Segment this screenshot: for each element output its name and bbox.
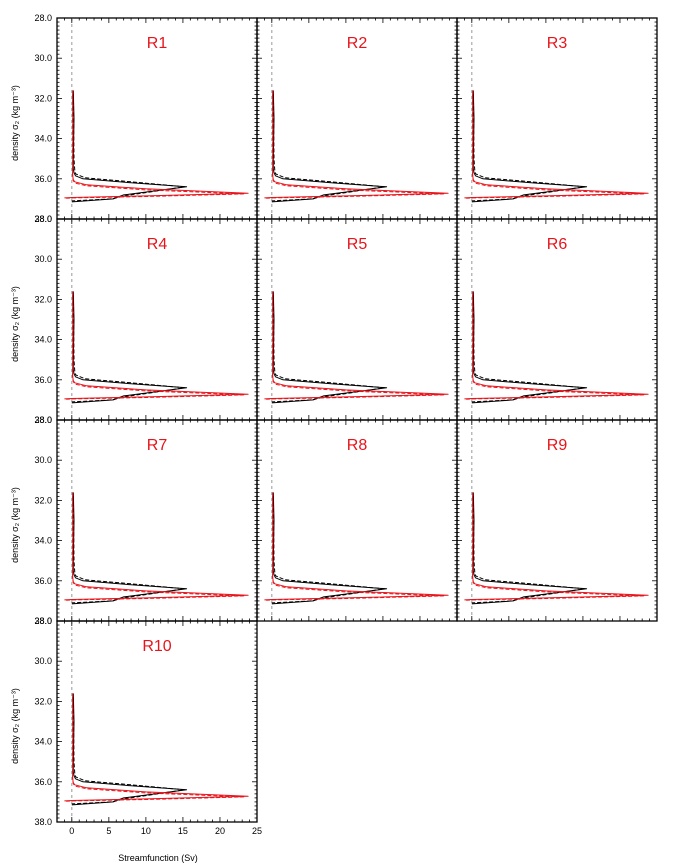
- x-axis-label: Streamfunction (Sv): [118, 853, 198, 863]
- panel-title: R6: [547, 236, 568, 253]
- black-solid-line: [71, 693, 188, 806]
- y-tick-label: 34.0: [34, 335, 52, 345]
- black-solid-line: [71, 492, 188, 605]
- black-solid-line: [271, 291, 388, 404]
- panel-title: R5: [347, 236, 368, 253]
- y-tick-label: 34.0: [34, 737, 52, 747]
- panel-title: R2: [347, 35, 368, 52]
- y-tick-label: 30.0: [34, 656, 52, 666]
- red-dashed-line: [264, 496, 445, 601]
- black-solid-line: [471, 492, 588, 605]
- x-tick-label: 5: [106, 826, 111, 836]
- red-solid-line: [264, 492, 449, 601]
- red-dashed-line: [64, 295, 245, 400]
- red-solid-line: [64, 291, 249, 400]
- black-solid-line: [71, 291, 188, 404]
- y-axis-label: density σ₂ (kg m⁻³): [10, 85, 20, 161]
- red-dashed-line: [464, 496, 645, 601]
- panel-r4: 28.0 30.0 32.0 34.0 36.0 38.0 R4: [34, 214, 258, 425]
- red-solid-line: [264, 90, 449, 199]
- y-tick-label: 38.0: [34, 214, 52, 224]
- red-dashed-line: [64, 697, 245, 802]
- red-dashed-line: [464, 295, 645, 400]
- y-axis-label: density σ₂ (kg m⁻³): [10, 487, 20, 563]
- y-tick-label: 38.0: [34, 616, 52, 626]
- panel-title: R7: [147, 437, 168, 454]
- black-solid-line: [471, 90, 588, 203]
- panel-title: R1: [147, 35, 168, 52]
- black-solid-line: [271, 90, 388, 203]
- red-dashed-line: [264, 295, 445, 400]
- red-solid-line: [264, 291, 449, 400]
- x-tick-label: 15: [178, 826, 188, 836]
- y-tick-label: 36.0: [34, 576, 52, 586]
- panel-r7: 28.0 30.0 32.0 34.0 36.0 38.0 R7: [34, 415, 258, 626]
- panel-r2: R2: [256, 17, 458, 220]
- panel-r6: R6: [456, 218, 658, 421]
- black-solid-line: [71, 90, 188, 203]
- y-tick-label: 28.0: [34, 214, 52, 224]
- panel-title: R9: [547, 437, 568, 454]
- red-dashed-line: [64, 496, 245, 601]
- x-tick-label: 10: [141, 826, 151, 836]
- y-tick-label: 36.0: [34, 777, 52, 787]
- y-tick-label: 34.0: [34, 536, 52, 546]
- y-tick-label: 28.0: [34, 13, 52, 23]
- panel-grid: 28.0 30.0 32.0 34.0 36.0 38.0 R1 R2 R3 28.0 30.0 32…: [34, 13, 658, 836]
- panel-r5: R5: [256, 218, 458, 421]
- panel-r10: 28.0 30.0 32.0 34.0 36.0 38.0 0 5 10 15 20 25 R10: [34, 616, 262, 836]
- black-solid-line: [271, 492, 388, 605]
- y-axis-labels: density σ₂ (kg m⁻³) density σ₂ (kg m⁻³) de…: [10, 85, 20, 764]
- y-tick-label: 30.0: [34, 53, 52, 63]
- panel-title: R4: [147, 236, 168, 253]
- y-tick-label: 28.0: [34, 616, 52, 626]
- y-tick-label: 38.0: [34, 415, 52, 425]
- y-tick-label: 36.0: [34, 375, 52, 385]
- y-tick-label: 30.0: [34, 254, 52, 264]
- red-solid-line: [464, 291, 649, 400]
- y-axis-label: density σ₂ (kg m⁻³): [10, 688, 20, 764]
- panel-r8: R8: [256, 419, 458, 622]
- panel-r9: R9: [456, 419, 658, 622]
- red-solid-line: [64, 90, 249, 199]
- red-solid-line: [64, 693, 249, 802]
- y-tick-label: 32.0: [34, 495, 52, 505]
- y-tick-label: 32.0: [34, 93, 52, 103]
- y-tick-label: 38.0: [34, 817, 52, 827]
- panel-title: R8: [347, 437, 368, 454]
- panel-r3: R3: [456, 17, 658, 220]
- red-dashed-line: [64, 94, 245, 199]
- y-tick-label: 32.0: [34, 696, 52, 706]
- red-dashed-line: [264, 94, 445, 199]
- red-solid-line: [64, 492, 249, 601]
- red-dashed-line: [464, 94, 645, 199]
- x-tick-label: 25: [252, 826, 262, 836]
- x-tick-label: 20: [215, 826, 225, 836]
- y-tick-label: 28.0: [34, 415, 52, 425]
- panel-title: R3: [547, 35, 568, 52]
- y-tick-label: 30.0: [34, 455, 52, 465]
- y-tick-label: 32.0: [34, 294, 52, 304]
- panel-title: R10: [142, 638, 171, 655]
- red-solid-line: [464, 90, 649, 199]
- y-tick-label: 36.0: [34, 174, 52, 184]
- x-tick-label: 0: [69, 826, 74, 836]
- panel-r1: 28.0 30.0 32.0 34.0 36.0 38.0 R1: [34, 13, 258, 224]
- red-solid-line: [464, 492, 649, 601]
- black-solid-line: [471, 291, 588, 404]
- y-tick-label: 34.0: [34, 134, 52, 144]
- y-axis-label: density σ₂ (kg m⁻³): [10, 286, 20, 362]
